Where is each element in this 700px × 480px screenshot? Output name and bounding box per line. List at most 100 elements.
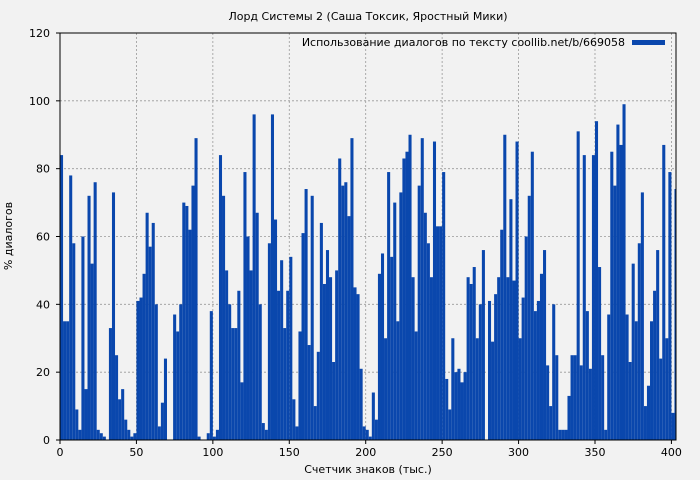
bar	[127, 429, 131, 440]
bar	[273, 219, 278, 440]
bar	[66, 321, 70, 440]
bar	[133, 433, 137, 440]
bar	[252, 114, 256, 441]
bar	[307, 345, 311, 440]
bar	[628, 361, 632, 440]
x-tick-label: 350	[584, 446, 605, 459]
bar	[582, 155, 586, 440]
y-tick-label: 20	[36, 366, 50, 379]
bar	[142, 273, 146, 440]
bar	[631, 263, 635, 440]
bar	[478, 304, 482, 440]
legend: Использование диалогов по тексту coollib…	[302, 36, 665, 49]
bar	[225, 270, 229, 440]
bar	[640, 192, 644, 440]
bar	[659, 358, 663, 440]
bar	[543, 250, 547, 440]
x-tick-label: 250	[432, 446, 453, 459]
bar	[665, 338, 669, 440]
bar	[634, 321, 638, 440]
bar	[63, 321, 67, 440]
bar	[426, 243, 430, 440]
bar	[182, 202, 186, 440]
bar	[561, 429, 565, 440]
x-tick-label: 100	[202, 446, 223, 459]
bar	[491, 341, 495, 440]
bar	[188, 229, 192, 440]
y-tick-label: 60	[36, 231, 50, 244]
bar	[353, 287, 357, 440]
bar	[451, 338, 455, 440]
bar	[255, 212, 259, 440]
bar	[356, 294, 360, 440]
bar	[75, 409, 79, 440]
bar	[524, 236, 528, 440]
bar	[325, 250, 330, 440]
bar	[218, 155, 223, 440]
bar	[472, 267, 476, 440]
bar	[270, 114, 274, 441]
y-tick-label: 120	[29, 27, 50, 40]
bar	[121, 389, 125, 440]
bar	[87, 195, 91, 440]
bar	[497, 277, 501, 440]
bar	[625, 314, 629, 440]
bar	[99, 433, 103, 440]
y-tick-label: 100	[29, 95, 50, 108]
x-tick-label: 400	[661, 446, 682, 459]
bar	[176, 331, 180, 440]
bar	[283, 328, 287, 440]
y-tick-label: 40	[36, 298, 50, 311]
bar	[601, 355, 605, 440]
bar	[610, 151, 614, 441]
bar	[607, 314, 611, 440]
bar	[374, 419, 378, 440]
bar	[222, 195, 226, 440]
bar	[622, 104, 626, 440]
x-tick-label: 150	[279, 446, 300, 459]
bar	[154, 304, 158, 440]
bar	[405, 151, 409, 441]
bar	[332, 361, 336, 440]
bar	[579, 365, 583, 440]
bar	[160, 402, 164, 440]
bar	[368, 436, 372, 440]
bar	[591, 155, 595, 440]
bar	[139, 297, 143, 440]
x-tick-label: 200	[355, 446, 376, 459]
bar	[118, 399, 122, 440]
bar	[549, 406, 553, 440]
bar	[322, 283, 326, 440]
bar	[209, 311, 213, 440]
bar	[292, 399, 296, 440]
bar	[249, 270, 253, 440]
bar	[157, 426, 161, 440]
bar	[377, 273, 381, 440]
y-axis-ticks: 0 20 40 60 80 100 120	[29, 27, 60, 447]
bar	[399, 192, 403, 440]
bar	[359, 368, 363, 440]
bar	[469, 283, 473, 440]
bar	[533, 311, 537, 440]
bar	[674, 189, 676, 440]
bar	[460, 382, 464, 440]
bar	[338, 158, 342, 440]
bar	[481, 250, 485, 440]
bar	[163, 358, 167, 440]
bar	[613, 185, 617, 440]
bar	[108, 328, 112, 440]
bar	[509, 199, 513, 440]
bar	[576, 131, 580, 440]
bar	[347, 216, 351, 440]
bar	[414, 331, 418, 440]
bar	[93, 182, 97, 440]
bar	[503, 134, 507, 440]
bar	[439, 226, 443, 440]
bar	[588, 368, 592, 440]
bar	[69, 175, 73, 440]
bar	[512, 280, 516, 440]
bar	[72, 243, 76, 440]
bar	[429, 277, 433, 440]
bar	[371, 392, 375, 440]
bar	[518, 338, 522, 440]
